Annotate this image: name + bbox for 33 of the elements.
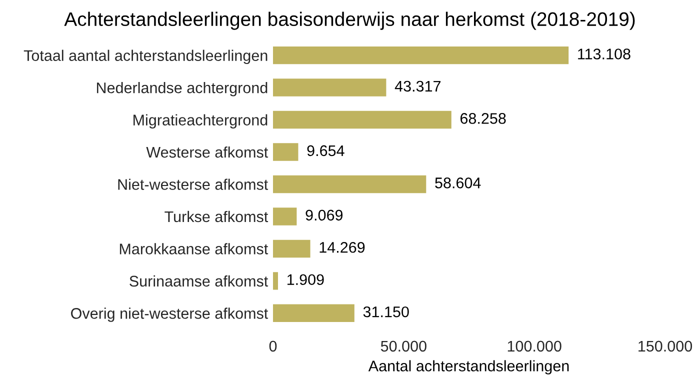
bar [273, 110, 452, 129]
y-tick-label: Niet-westerse afkomst [118, 178, 268, 190]
data-label: 9.069 [306, 210, 343, 221]
x-tick-label: 0 [269, 340, 277, 352]
data-label: 31.150 [363, 306, 409, 318]
y-tick-label: Marokkaanse afkomst [120, 243, 268, 254]
x-tick-label: 150.000 [638, 340, 692, 352]
data-label: 58.604 [435, 178, 481, 188]
bar [273, 143, 298, 161]
y-tick-label: Overig niet-westerse afkomst [71, 308, 268, 322]
y-tick-label: Migratieachtergrond [134, 114, 268, 128]
y-tick-label: Nederlandse achtergrond [96, 82, 268, 96]
bar [273, 46, 569, 64]
data-label: 9.654 [307, 145, 344, 156]
bar [273, 208, 297, 226]
x-tick-label: 100.000 [508, 340, 562, 352]
data-label: 1.909 [287, 274, 324, 286]
x-axis-title: Aantal achterstandsleerlingen [368, 360, 569, 374]
bar [273, 175, 426, 194]
chart-title: Achterstandsleerlingen basisonderwijs naar herkomst (2018-2019) [64, 12, 635, 30]
y-tick-label: Turkse afkomst [164, 210, 268, 222]
bar [273, 272, 278, 290]
data-label: 43.317 [394, 80, 440, 92]
bar [273, 78, 386, 96]
bar [273, 304, 354, 322]
data-label: 113.108 [578, 48, 630, 60]
bar [273, 240, 310, 258]
data-label: 14.269 [320, 242, 365, 253]
y-tick-label: Surinaamse afkomst [130, 275, 268, 287]
y-tick-label: Totaal aantal achterstandsleerlingen [24, 50, 268, 64]
x-tick-label: 50.000 [380, 340, 426, 352]
data-label: 68.258 [460, 113, 506, 124]
y-tick-label: Westerse afkomst [146, 146, 268, 158]
